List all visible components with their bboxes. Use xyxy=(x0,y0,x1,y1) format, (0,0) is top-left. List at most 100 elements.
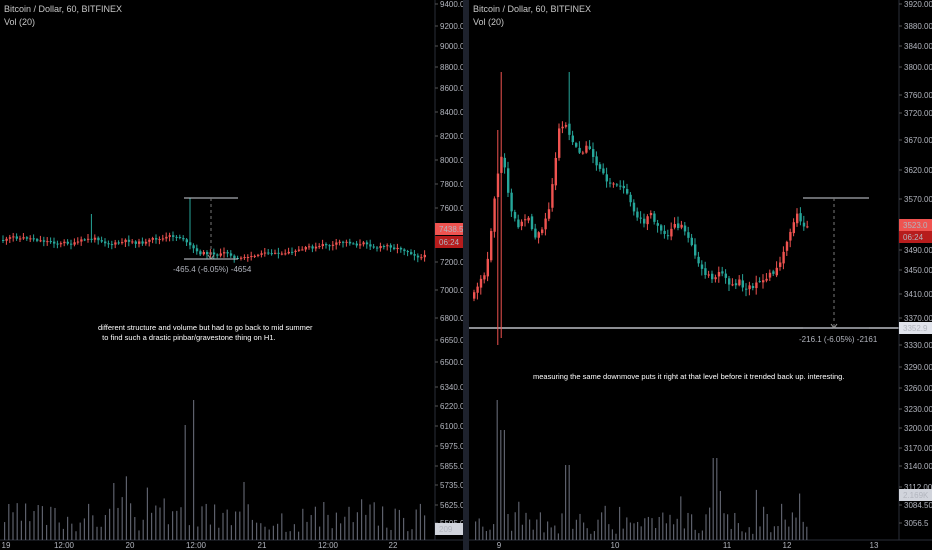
volume-bar xyxy=(159,507,161,540)
volume-bar xyxy=(511,530,513,540)
candle-body xyxy=(598,164,602,169)
volume-bar xyxy=(285,531,287,540)
volume-bar xyxy=(146,487,148,540)
candle-body xyxy=(564,125,568,127)
candle-body xyxy=(216,254,219,256)
candle-body xyxy=(321,244,324,247)
left-chart-canvas[interactable]: 9400.00 9200.00 9000.00 8800.00 8600.00 8400.… xyxy=(0,0,463,550)
volume-bar xyxy=(218,527,220,540)
candle-body xyxy=(107,243,110,245)
volume-bar xyxy=(348,506,350,540)
volume-bar xyxy=(590,533,592,540)
volume-bar xyxy=(485,530,487,540)
candle-body xyxy=(114,242,117,245)
volume-bar xyxy=(802,521,804,540)
volume-bar xyxy=(647,516,649,540)
volume-bar xyxy=(277,523,279,540)
volume-bar xyxy=(4,522,6,540)
candle-body xyxy=(666,235,670,237)
left-volume-label: Vol (20) xyxy=(4,17,36,27)
candle-body xyxy=(151,238,154,240)
candle-body xyxy=(263,252,267,254)
volume-bar xyxy=(302,508,304,540)
candle-body xyxy=(629,194,632,203)
volume-bar xyxy=(806,526,808,540)
volume-bar xyxy=(209,524,211,540)
volume-bar xyxy=(493,524,495,540)
price-tick-label: 7800.00 xyxy=(440,180,463,189)
candle-body xyxy=(325,244,328,246)
candle-body xyxy=(527,217,530,221)
volume-bar xyxy=(644,518,646,540)
left-chart-pane[interactable]: 9400.00 9200.00 9000.00 8800.00 8600.00 8400.… xyxy=(0,0,463,550)
candle-body xyxy=(520,221,523,227)
price-tick-label: 3200.00 xyxy=(904,424,932,433)
candle-body xyxy=(287,251,290,254)
left-countdown-badge: 06:24 xyxy=(439,238,460,247)
candle-body xyxy=(335,242,338,245)
candle-body xyxy=(663,230,666,234)
candle-body xyxy=(379,246,382,249)
candle-body xyxy=(348,241,352,244)
volume-bar xyxy=(50,506,52,540)
volume-bar xyxy=(536,519,538,540)
left-volume-badge: 209 xyxy=(439,525,453,534)
volume-bar xyxy=(361,499,363,540)
volume-bar xyxy=(737,523,739,540)
volume-bar xyxy=(356,512,358,540)
candle-body xyxy=(500,156,503,173)
candle-body xyxy=(507,168,510,193)
volume-bar xyxy=(734,512,736,540)
candle-body xyxy=(588,146,591,150)
right-chart-canvas[interactable]: 3920.00 3880.00 3840.00 3800.00 3760.00 3720.… xyxy=(469,0,932,550)
candle-body xyxy=(195,248,199,252)
measure-label: -465.4 (-6.05%) -4654 xyxy=(173,265,252,274)
candle-body xyxy=(653,213,656,222)
volume-bar xyxy=(214,504,216,540)
volume-bar xyxy=(377,525,379,540)
candle-body xyxy=(97,237,100,241)
candle-body xyxy=(342,241,345,243)
candle-body xyxy=(178,237,182,239)
pane-divider[interactable] xyxy=(463,0,469,550)
volume-bar xyxy=(799,493,801,540)
time-tick-label: 22 xyxy=(389,541,398,550)
candle-body xyxy=(189,242,192,246)
time-tick-label: 20 xyxy=(126,541,135,550)
volume-bar xyxy=(331,528,333,540)
price-tick-label: 3800.00 xyxy=(904,63,932,72)
volume-bar xyxy=(226,509,228,540)
volume-bar xyxy=(727,514,729,540)
candle-body xyxy=(80,239,83,242)
candle-body xyxy=(554,157,557,186)
candle-body xyxy=(117,242,120,244)
candle-body xyxy=(680,224,683,228)
candle-body xyxy=(301,249,304,251)
volume-bar xyxy=(373,502,375,540)
candle-body xyxy=(253,255,256,257)
price-tick-label: 3840.00 xyxy=(904,42,932,51)
volume-bar xyxy=(752,533,754,540)
volume-bar xyxy=(521,524,523,540)
volume-bar xyxy=(293,524,295,540)
candle-body xyxy=(223,252,226,254)
volume-bar xyxy=(482,526,484,540)
candle-body xyxy=(161,238,165,240)
volume-bar xyxy=(557,533,559,540)
volume-bar xyxy=(180,507,182,540)
candle-body xyxy=(571,135,574,143)
candle-body xyxy=(721,271,724,274)
candle-body xyxy=(779,262,782,267)
volume-bar xyxy=(407,531,409,540)
volume-bar xyxy=(669,514,671,540)
candle-body xyxy=(799,213,802,222)
right-chart-pane[interactable]: 3920.00 3880.00 3840.00 3800.00 3760.00 3720.… xyxy=(469,0,932,550)
candle-body xyxy=(8,237,12,239)
candle-body xyxy=(643,218,646,224)
volume-bar xyxy=(655,528,657,540)
price-tick-label: 3920.00 xyxy=(904,0,932,9)
candle-body xyxy=(690,237,693,246)
volume-bar xyxy=(640,526,642,540)
candle-body xyxy=(547,209,551,219)
candle-body xyxy=(144,241,148,244)
